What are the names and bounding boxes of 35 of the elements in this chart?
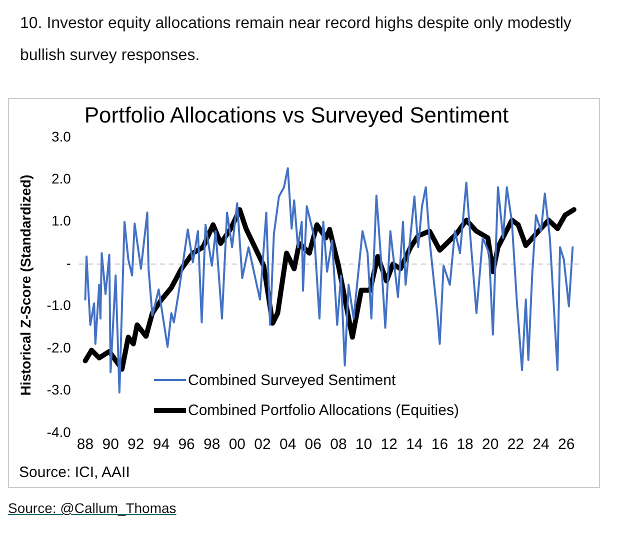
x-tick-label: 14 bbox=[406, 436, 423, 454]
y-tick-label: -3.0 bbox=[46, 382, 72, 398]
x-tick-label: 06 bbox=[304, 436, 322, 454]
y-tick-label: 2.0 bbox=[51, 170, 72, 186]
legend-label: Combined Surveyed Sentiment bbox=[188, 372, 396, 388]
legend-label: Combined Portfolio Allocations (Equities) bbox=[188, 402, 459, 418]
x-tick-label: 94 bbox=[152, 436, 170, 454]
y-tick-label: - bbox=[66, 254, 72, 271]
text: 10. Investor equity allocations remain near record highs despite only modestly bullish survey responses. bbox=[19, 14, 572, 66]
y-tick-label: -4.0 bbox=[46, 424, 72, 440]
x-tick-label: 92 bbox=[128, 436, 144, 454]
x-tick-label: 04 bbox=[279, 436, 296, 454]
x-tick-label: 20 bbox=[482, 436, 499, 454]
x-tick-label: 00 bbox=[228, 436, 246, 454]
x-tick-label: 26 bbox=[558, 436, 575, 454]
y-tick-label: -2.0 bbox=[46, 339, 72, 356]
y-tick-label: 1.0 bbox=[51, 212, 72, 229]
y-tick-label: 3.0 bbox=[51, 128, 72, 144]
y-tick-label: -1.0 bbox=[46, 297, 72, 314]
y-axis-title: Historical Z-Score (Standardized) bbox=[17, 174, 34, 396]
source-note: Source: @Callum_Thomas bbox=[8, 500, 178, 516]
x-tick-label: 88 bbox=[76, 436, 94, 454]
x-tick-label: 10 bbox=[355, 436, 372, 454]
x-tick-label: 98 bbox=[204, 436, 220, 454]
x-tick-label: 12 bbox=[380, 436, 398, 454]
x-tick-label: 18 bbox=[456, 436, 474, 454]
source-note: Source: ICI, AAII bbox=[19, 464, 130, 481]
x-tick-label: 22 bbox=[507, 436, 524, 454]
x-tick-label: 08 bbox=[330, 436, 347, 454]
chart-title: Portfolio Allocations vs Surveyed Sentiment bbox=[84, 102, 509, 128]
x-tick-label: 16 bbox=[431, 436, 448, 454]
x-tick-label: 24 bbox=[532, 436, 550, 454]
x-tick-label: 02 bbox=[254, 436, 271, 454]
x-tick-label: 96 bbox=[178, 436, 195, 454]
x-tick-label: 90 bbox=[102, 436, 119, 454]
